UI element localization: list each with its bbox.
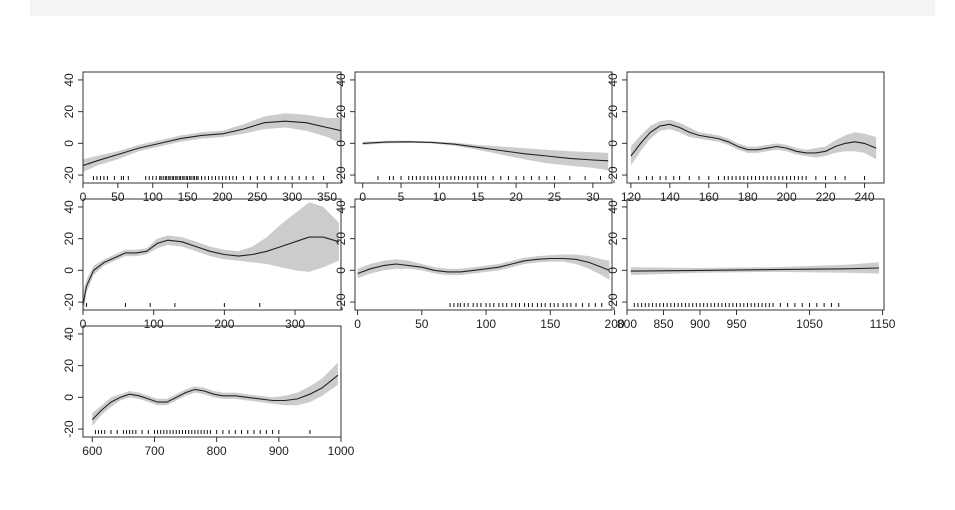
y-tick-label: -20 [62, 420, 76, 438]
x-tick-label: 300 [282, 190, 302, 204]
y-tick-label: 40 [334, 73, 348, 87]
x-tick-label: 850 [653, 317, 673, 331]
y-tick-label: 20 [62, 105, 76, 119]
x-tick-label: 100 [476, 317, 496, 331]
x-tick-label: 100 [144, 317, 164, 331]
x-tick-label: 150 [178, 190, 198, 204]
y-tick-label: 20 [62, 359, 76, 373]
smooth-panel-3: 120 140 160 180 200 220 240 -20 0 20 40 [606, 71, 885, 204]
confidence-band [630, 119, 877, 166]
y-tick-label: -20 [606, 293, 620, 311]
smooth-panel-2: 0 5 10 15 20 25 30 -20 0 20 40 [334, 71, 613, 204]
y-tick-label: 20 [606, 232, 620, 246]
y-tick-label: 0 [62, 394, 76, 401]
y-tick-label: -20 [62, 166, 76, 184]
confidence-band [357, 254, 610, 280]
panel-frame [354, 198, 613, 311]
x-tick-label: 160 [699, 190, 719, 204]
x-tick-label: 5 [398, 190, 405, 204]
y-tick-label: 0 [62, 140, 76, 147]
x-tick-label: 0 [80, 190, 87, 204]
x-tick-label: 100 [143, 190, 163, 204]
panel-frame [82, 198, 342, 311]
header-band [30, 0, 935, 16]
y-tick-label: 40 [606, 200, 620, 214]
y-tick-label: -20 [606, 166, 620, 184]
x-tick-label: 0 [354, 317, 361, 331]
y-tick-label: 0 [606, 267, 620, 274]
x-tick-label: 140 [660, 190, 680, 204]
smooth-line [83, 120, 341, 167]
y-tick-label: 0 [334, 140, 348, 147]
x-tick-label: 700 [144, 444, 164, 458]
x-tick-label: 200 [212, 190, 232, 204]
smooth-panel-1: 0 50 100 150 200 250 300 350 -20 0 20 40 [62, 71, 342, 204]
y-tick-label: 20 [334, 232, 348, 246]
y-tick-label: 40 [606, 73, 620, 87]
x-tick-label: 350 [317, 190, 337, 204]
confidence-band [630, 262, 879, 276]
x-tick-label: 240 [855, 190, 875, 204]
x-tick-label: 950 [727, 317, 747, 331]
x-tick-label: 180 [738, 190, 758, 204]
smooth-panel-6: 800 850 900 950 1050 1150 -20 0 20 40 [606, 198, 896, 331]
x-tick-label: 1000 [328, 444, 355, 458]
x-tick-label: 800 [617, 317, 637, 331]
x-tick-label: 900 [690, 317, 710, 331]
x-tick-label: 250 [247, 190, 267, 204]
y-tick-label: 0 [62, 267, 76, 274]
panel-frame [354, 71, 613, 184]
x-tick-label: 200 [605, 317, 625, 331]
panel-frame [626, 71, 885, 184]
y-tick-label: 20 [334, 105, 348, 119]
x-tick-label: 800 [207, 444, 227, 458]
x-tick-label: 900 [269, 444, 289, 458]
x-tick-label: 600 [82, 444, 102, 458]
x-tick-label: 10 [433, 190, 447, 204]
smooth-panel-4: 0 100 200 300 -20 0 20 40 [62, 198, 342, 331]
smooth-line [91, 374, 339, 420]
confidence-band [362, 140, 609, 171]
x-tick-label: 0 [359, 190, 366, 204]
x-tick-label: 30 [586, 190, 600, 204]
x-tick-label: 50 [111, 190, 125, 204]
x-tick-label: 300 [285, 317, 305, 331]
x-tick-label: 150 [540, 317, 560, 331]
y-tick-label: 40 [334, 200, 348, 214]
y-tick-label: 0 [334, 267, 348, 274]
confidence-band [83, 113, 341, 172]
panel-frame [82, 325, 342, 438]
x-tick-label: 200 [214, 317, 234, 331]
y-tick-label: -20 [334, 166, 348, 184]
panel-frame [82, 71, 342, 184]
x-tick-label: 15 [471, 190, 485, 204]
x-tick-label: 0 [80, 317, 87, 331]
smooth-line [362, 141, 609, 162]
smooth-panel-7: 600 700 800 900 1000 -20 0 20 40 [62, 325, 355, 458]
y-tick-label: -20 [334, 293, 348, 311]
y-tick-label: 40 [62, 73, 76, 87]
x-tick-label: 50 [415, 317, 429, 331]
y-tick-label: 40 [62, 200, 76, 214]
x-tick-label: 220 [816, 190, 836, 204]
y-tick-label: 40 [62, 327, 76, 341]
smooth-line [83, 236, 340, 306]
y-tick-label: 0 [606, 140, 620, 147]
smooth-line [357, 257, 610, 275]
y-tick-label: 20 [62, 232, 76, 246]
x-tick-label: 1150 [870, 317, 896, 331]
x-tick-label: 25 [548, 190, 562, 204]
y-tick-label: 20 [606, 105, 620, 119]
x-tick-label: 200 [777, 190, 797, 204]
smooth-line [630, 123, 877, 157]
y-tick-label: -20 [62, 293, 76, 311]
x-tick-label: 1050 [796, 317, 823, 331]
x-tick-label: 20 [509, 190, 523, 204]
smooth-line [630, 267, 879, 272]
panel-frame [626, 198, 885, 311]
confidence-band [83, 202, 339, 310]
x-tick-label: 120 [621, 190, 641, 204]
